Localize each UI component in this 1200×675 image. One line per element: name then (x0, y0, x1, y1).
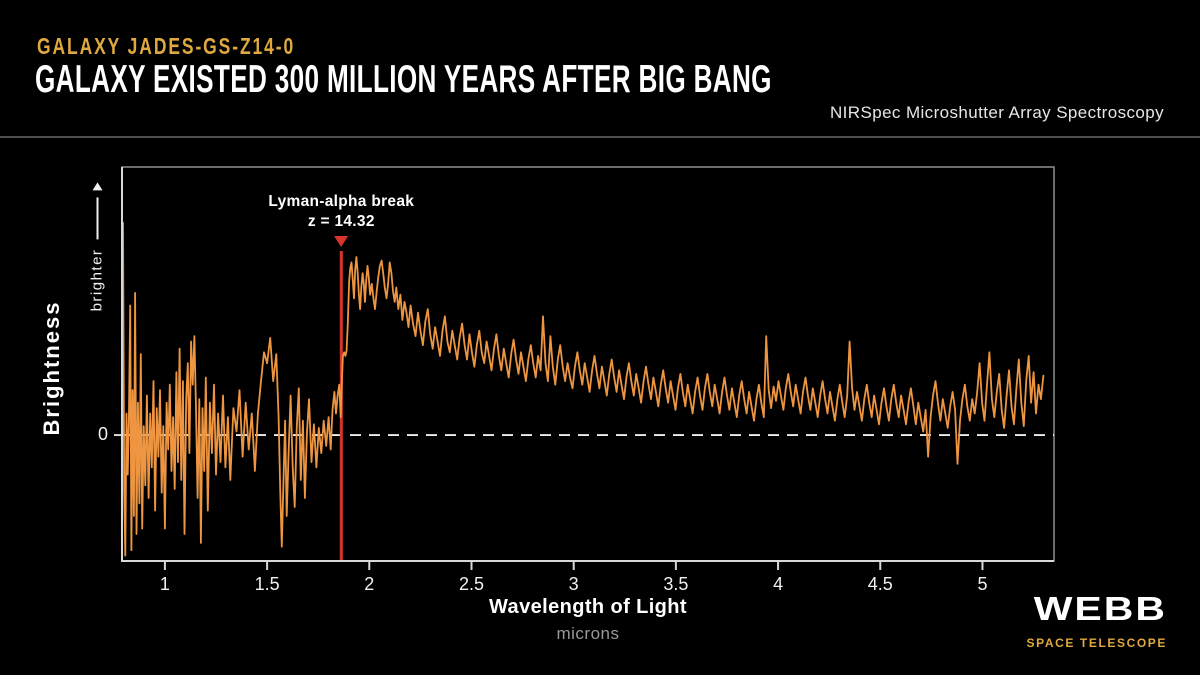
x-tick-label: 1.5 (255, 574, 280, 594)
brighter-label: brighter (88, 248, 106, 312)
y-axis-label: Brightness (39, 300, 64, 436)
x-axis-units: microns (556, 624, 620, 643)
webb-logo-subtitle: SPACE TELESCOPE (1026, 636, 1167, 650)
brighter-arrow-icon (96, 197, 98, 240)
x-tick-label: 4 (773, 574, 783, 594)
webb-wordmark: WEBB (1033, 589, 1167, 628)
spectrum-line (123, 221, 1045, 557)
annotation-line1: Lyman-alpha break (268, 193, 415, 210)
lyman-alpha-annotation: Lyman-alpha break z = 14.32 (268, 192, 414, 247)
break-marker-triangle-icon (334, 236, 349, 247)
zero-tick-label: 0 (97, 424, 108, 444)
page-title: GALAXY EXISTED 300 MILLION YEARS AFTER B… (35, 58, 772, 101)
header-divider (0, 136, 1200, 138)
x-tick-label: 3.5 (663, 574, 688, 594)
x-tick-label: 4.5 (868, 574, 893, 594)
x-tick-label: 2.5 (459, 574, 484, 594)
galaxy-id-eyebrow: GALAXY JADES-GS-Z14-0 (37, 33, 296, 59)
x-axis-label: Wavelength of Light (489, 596, 687, 618)
plot-axes (121, 167, 1054, 562)
brighter-direction: brighter (88, 182, 106, 312)
x-tick-label: 1 (160, 574, 170, 594)
webb-logo: WEBB SPACE TELESCOPE (1027, 592, 1167, 650)
plot-frame (121, 166, 1055, 562)
brighter-arrowhead-icon (92, 182, 102, 191)
x-tick-label: 2 (364, 574, 374, 594)
annotation-line2: z = 14.32 (307, 213, 375, 230)
instrument-subtitle: NIRSpec Microshutter Array Spectroscopy (830, 103, 1164, 122)
x-tick-label: 5 (977, 574, 987, 594)
x-tick-label: 3 (569, 574, 579, 594)
